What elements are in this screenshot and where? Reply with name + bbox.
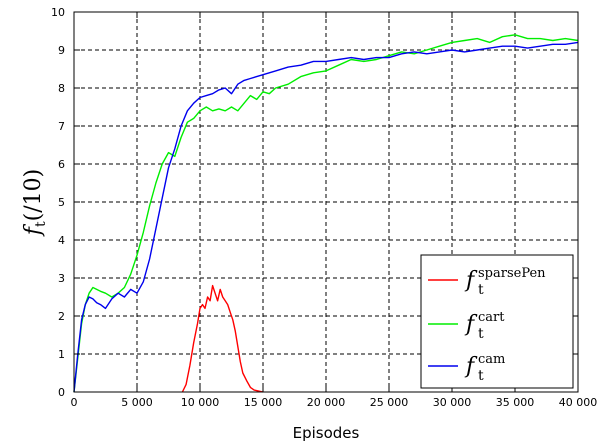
legend-sup-cam: cam bbox=[478, 352, 505, 367]
x-tick-label: 10 000 bbox=[181, 396, 220, 409]
y-tick-label: 10 bbox=[51, 6, 65, 19]
y-axis-label: ft(/10) bbox=[21, 169, 49, 237]
x-tick-label: 15 000 bbox=[244, 396, 283, 409]
x-tick-label: 30 000 bbox=[433, 396, 472, 409]
legend-sub-cart: t bbox=[478, 326, 484, 342]
y-tick-labels: 0 1 2 3 4 5 6 7 8 9 10 bbox=[51, 6, 65, 399]
y-tick-label: 8 bbox=[58, 82, 65, 95]
y-tick-label: 4 bbox=[58, 234, 65, 247]
axis-ticks bbox=[73, 11, 579, 393]
legend-sub-cam: t bbox=[478, 368, 484, 384]
legend-sub-sparsePen: t bbox=[478, 282, 484, 298]
y-tick-label: 0 bbox=[58, 386, 65, 399]
legend-sup-sparsePen: sparsePen bbox=[478, 266, 546, 281]
y-axis-label-sub: t bbox=[33, 221, 49, 227]
svg-text:ft(/10): ft(/10) bbox=[21, 169, 49, 237]
x-tick-label: 20 000 bbox=[307, 396, 346, 409]
y-axis-label-rest: (/10) bbox=[21, 169, 46, 222]
x-tick-label: 35 000 bbox=[496, 396, 535, 409]
series-lines bbox=[73, 34, 579, 393]
y-tick-label: 1 bbox=[58, 348, 65, 361]
y-tick-label: 7 bbox=[58, 120, 65, 133]
series-line-cam bbox=[73, 41, 579, 393]
y-tick-label: 3 bbox=[58, 272, 65, 285]
x-tick-label: 5 000 bbox=[121, 396, 153, 409]
y-tick-label: 5 bbox=[58, 196, 65, 209]
x-tick-label: 40 000 bbox=[559, 396, 598, 409]
x-tick-label: 25 000 bbox=[370, 396, 409, 409]
y-tick-label: 9 bbox=[58, 44, 65, 57]
y-tick-label: 2 bbox=[58, 310, 65, 323]
series-line-sparsePen bbox=[181, 284, 264, 393]
x-tick-labels: 0 5 000 10 000 15 000 20 000 25 000 30 000 35 0… bbox=[71, 396, 598, 409]
x-axis-label: Episodes bbox=[293, 424, 360, 442]
y-tick-label: 6 bbox=[58, 158, 65, 171]
x-tick-label: 0 bbox=[71, 396, 78, 409]
legend-sup-cart: cart bbox=[478, 310, 505, 325]
